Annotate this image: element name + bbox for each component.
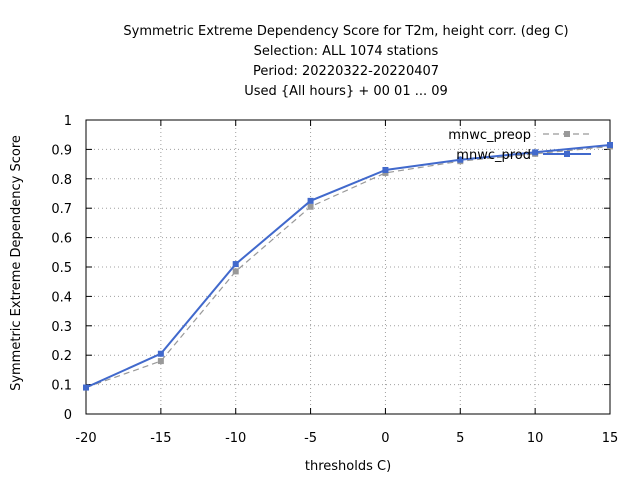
y-tick-label: 0.5	[51, 261, 72, 276]
chart-title-line: Used {All hours} + 00 01 ... 09	[244, 84, 448, 99]
y-tick-label: 0.1	[51, 379, 72, 394]
chart-title-line: Period: 20220322-20220407	[253, 64, 439, 79]
x-tick-label: 10	[527, 431, 544, 446]
y-tick-label: 0.8	[51, 173, 72, 188]
x-tick-label: -15	[150, 431, 171, 446]
data-point	[157, 350, 164, 357]
x-tick-label: 0	[381, 431, 389, 446]
y-tick-label: 0.3	[51, 320, 72, 335]
x-axis: -20 -15 -10 -5 0 5 10 15	[75, 120, 618, 446]
grid	[86, 120, 610, 414]
legend-marker	[564, 151, 570, 157]
x-axis-label: thresholds C)	[305, 459, 391, 474]
chart-title-line: Selection: ALL 1074 stations	[254, 44, 439, 59]
y-tick-label: 0	[64, 408, 72, 423]
plot-frame	[85, 119, 611, 415]
chart-title: Symmetric Extreme Dependency Score for T…	[123, 24, 568, 99]
data-point	[232, 261, 239, 268]
data-point	[532, 149, 539, 156]
data-point	[382, 166, 389, 173]
chart-title-line: Symmetric Extreme Dependency Score for T…	[123, 24, 568, 39]
data-point	[83, 384, 89, 391]
data-point	[157, 358, 164, 365]
legend-marker	[564, 131, 570, 137]
x-tick-label: 15	[602, 431, 619, 446]
y-tick-label: 0.9	[51, 143, 72, 158]
series-line	[85, 145, 611, 389]
series-line	[85, 144, 611, 389]
legend: mnwc_preop mnwc_prod	[448, 128, 591, 163]
legend-label: mnwc_prod	[456, 148, 531, 163]
series	[83, 141, 613, 391]
y-tick-label: 0.2	[51, 349, 72, 364]
x-tick-label: -20	[75, 431, 96, 446]
y-axis: 0 0.1 0.2 0.3 0.4 0.5 0.6 0.7 0.8 0.9 1	[51, 114, 610, 423]
y-tick-label: 0.4	[51, 290, 72, 305]
x-tick-label: 5	[456, 431, 464, 446]
data-point	[232, 268, 239, 275]
data-point	[457, 156, 464, 163]
data-point	[307, 203, 314, 210]
x-tick-label: -5	[304, 431, 317, 446]
series-mnwc_prod	[83, 141, 613, 391]
y-tick-label: 0.6	[51, 232, 72, 247]
y-axis-label: Symmetric Extreme Dependency Score	[9, 135, 24, 391]
y-tick-label: 1	[64, 114, 72, 129]
legend-label: mnwc_preop	[448, 128, 531, 143]
y-tick-label: 0.7	[51, 202, 72, 217]
x-tick-label: -10	[225, 431, 246, 446]
data-point	[607, 141, 613, 148]
data-point	[307, 197, 314, 204]
